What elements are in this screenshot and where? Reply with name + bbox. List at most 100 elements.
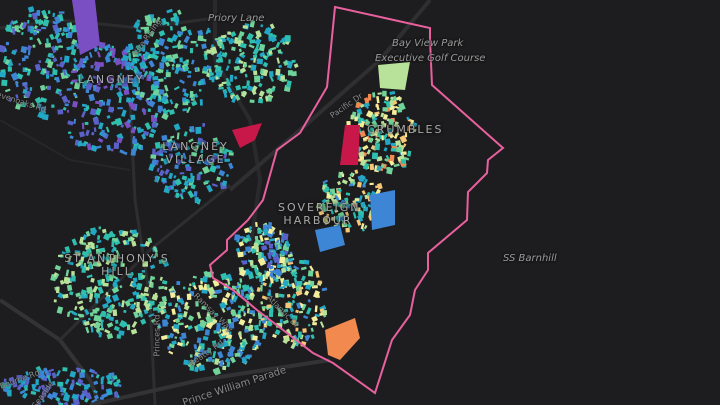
building [124, 299, 131, 307]
building [27, 19, 30, 24]
building [78, 295, 82, 300]
building [86, 274, 93, 279]
building [34, 96, 43, 105]
building [234, 234, 241, 241]
building [176, 39, 182, 47]
building [137, 34, 142, 40]
building [281, 233, 289, 241]
building [81, 103, 87, 108]
building [150, 47, 156, 52]
building [66, 284, 73, 292]
building [374, 137, 381, 142]
building [167, 345, 171, 350]
building [5, 382, 12, 390]
building [7, 66, 12, 72]
building [261, 327, 266, 332]
building [246, 270, 252, 275]
building [239, 42, 247, 49]
building [269, 238, 276, 242]
building [232, 295, 239, 303]
building [133, 142, 140, 147]
building [216, 176, 221, 182]
building [100, 43, 106, 48]
building [227, 351, 234, 358]
building [94, 321, 102, 330]
building [259, 234, 264, 242]
building [169, 140, 176, 143]
building [71, 271, 75, 277]
building [319, 321, 325, 328]
building [258, 43, 266, 52]
building [310, 327, 314, 332]
building [276, 57, 280, 64]
building [193, 191, 198, 197]
building [123, 309, 127, 313]
building [113, 325, 120, 332]
building [262, 332, 267, 340]
building [114, 84, 118, 89]
building [51, 380, 56, 386]
road-label-princes-rd: Princes Rd [152, 314, 162, 357]
building [168, 350, 174, 355]
building [168, 145, 174, 152]
building [148, 133, 155, 138]
building [131, 320, 138, 328]
building [66, 109, 70, 113]
building [132, 139, 138, 145]
building [375, 140, 380, 144]
building [334, 209, 339, 213]
building [49, 74, 54, 77]
building [226, 306, 232, 311]
building [288, 257, 294, 262]
building [299, 259, 305, 265]
building [229, 356, 236, 364]
building [142, 65, 148, 70]
building [171, 63, 175, 67]
building [258, 320, 262, 327]
building [161, 18, 166, 22]
building [165, 141, 169, 146]
building [266, 261, 272, 269]
building [66, 46, 72, 51]
building [34, 18, 39, 25]
building [276, 307, 283, 314]
building [285, 328, 292, 336]
building [291, 59, 296, 63]
building [180, 154, 185, 159]
building [89, 322, 96, 327]
building [191, 145, 197, 150]
building [5, 41, 10, 46]
road [58, 183, 231, 342]
building [196, 173, 201, 181]
building [282, 246, 290, 252]
building [203, 270, 209, 277]
building [182, 88, 187, 93]
building [224, 158, 230, 162]
building [260, 284, 263, 292]
building [241, 260, 248, 265]
building [272, 34, 278, 38]
building [127, 237, 132, 242]
place-label-sovereign-harbour: SOVEREIGN HARBOUR [278, 201, 361, 227]
building [8, 97, 13, 103]
building [322, 179, 329, 184]
building [231, 293, 235, 301]
building [210, 44, 215, 48]
building [108, 50, 114, 57]
building [158, 153, 164, 157]
building [386, 166, 391, 170]
building [207, 286, 216, 296]
building [325, 199, 330, 203]
building [168, 172, 174, 180]
building [391, 109, 397, 116]
building [8, 377, 14, 382]
building [225, 77, 230, 83]
building [132, 277, 138, 283]
building [84, 55, 89, 61]
building [278, 293, 285, 298]
building [22, 82, 27, 85]
building [283, 308, 289, 313]
building [111, 294, 120, 302]
building [349, 173, 354, 177]
